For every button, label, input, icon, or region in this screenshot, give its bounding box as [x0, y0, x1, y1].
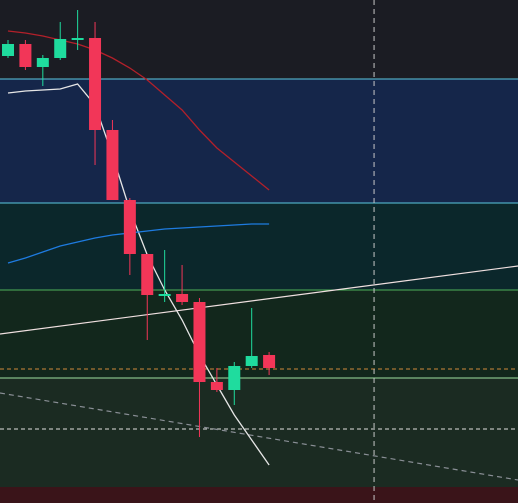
- candle-body: [245, 356, 258, 366]
- candle-body: [71, 38, 84, 40]
- zone: [0, 487, 518, 503]
- candle-body: [228, 366, 241, 390]
- candle-body: [193, 302, 206, 382]
- moving-average: [7, 30, 270, 191]
- moving-average: [7, 223, 270, 264]
- candle-body: [89, 38, 102, 130]
- zone: [0, 203, 518, 290]
- candle-body: [106, 130, 119, 200]
- candle-body: [263, 355, 276, 368]
- zone: [0, 79, 518, 203]
- candle-body: [123, 200, 136, 254]
- zone: [0, 290, 518, 378]
- candle-body: [158, 294, 171, 296]
- candle-body: [210, 382, 223, 390]
- candle-body: [54, 39, 67, 58]
- candle-body: [141, 254, 154, 295]
- candle-body: [176, 294, 189, 302]
- candle-body: [2, 44, 15, 56]
- trendline: [0, 265, 518, 335]
- candle-body: [19, 44, 32, 67]
- zone: [0, 378, 518, 487]
- candle-body: [36, 58, 49, 67]
- trendline: [0, 392, 518, 481]
- zone: [0, 0, 518, 79]
